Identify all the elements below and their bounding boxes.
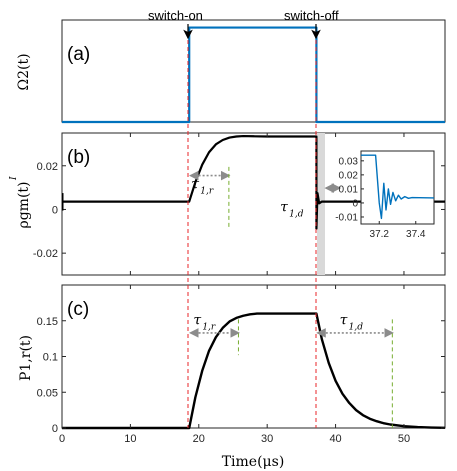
tau-1r-label-b-symbol: τ	[191, 177, 199, 193]
p1r-series-line	[62, 312, 446, 430]
panel-a: (a) switch-on switch-off Ω2(t)	[16, 8, 446, 124]
panel-c-plot-area: 00.050.10.150 10 20 30 40 50τ 1,r τ 1,d	[37, 285, 446, 445]
tau-1d-label-c-symbol: τ	[340, 312, 348, 328]
panel-c-xtick-label: 50	[398, 433, 410, 445]
inset-ytick-label: 0.02	[339, 170, 359, 181]
tau-1r-label-b-subscript: 1,r	[200, 187, 214, 197]
panel-b-ytick-label: 0.02	[37, 161, 58, 173]
panel-c-label: (c)	[67, 299, 89, 320]
panel-b-label: (b)	[67, 147, 90, 168]
tau-1d-label-c-subscript: 1,d	[349, 322, 364, 332]
panel-b-ylabel-text: ρgm(t)	[16, 181, 32, 228]
panel-c: 00.050.10.150 10 20 30 40 50τ 1,r τ 1,d (c) P1,r…	[18, 284, 446, 470]
switch-on-annotation: switch-on	[148, 8, 203, 23]
panel-a-plot-area	[62, 26, 445, 124]
panel-c-ytick-label: 0.1	[43, 352, 58, 364]
panel-c-ylabel-text: P1,r(t)	[18, 335, 34, 381]
inset-plot-area: -0.01 0 0.01 0.02 0.03 37.2 37.4	[335, 154, 435, 240]
switch-off-annotation: switch-off	[284, 8, 339, 23]
panel-a-ylabel: Ω2(t)	[16, 53, 32, 90]
panel-c-xtick-label: 40	[329, 433, 341, 445]
x-axis-title: Time(μs)	[222, 454, 285, 470]
panel-c-ytick-label: 0.05	[37, 387, 58, 399]
panel-b-shade-band	[317, 133, 325, 275]
panel-c-xtick-label: 30	[261, 433, 273, 445]
panel-c-xtick-label: 10	[124, 433, 136, 445]
tau-1d-label-b-symbol: τ	[280, 200, 288, 216]
panel-c-ytick-label: 0	[52, 423, 58, 435]
panel-b-ytick-label: -0.02	[33, 248, 58, 260]
omega2-series-line	[62, 26, 445, 124]
rho-series-line	[62, 134, 445, 230]
panel-b-inset: -0.01 0 0.01 0.02 0.03 37.2 37.4	[335, 150, 435, 240]
tau-1d-label-b-subscript: 1,d	[289, 210, 304, 220]
rho-initial-noise	[62, 193, 64, 211]
inset-xtick-label: 37.2	[370, 229, 390, 240]
inset-series-line	[361, 154, 435, 220]
inset-xtick-label: 37.4	[406, 229, 426, 240]
panel-b-ylabel: ρgm(t)	[16, 181, 32, 228]
panel-b-ylabel-superscript: I	[9, 176, 19, 181]
panel-c-ytick-label: 0.15	[37, 316, 58, 328]
panel-c-ylabel: P1,r(t)	[18, 335, 34, 381]
tau-1r-label-c-symbol: τ	[193, 312, 201, 328]
inset-frame	[360, 150, 435, 225]
inset-ytick-label: -0.01	[335, 212, 358, 223]
panel-b-ytick-label: 0	[52, 204, 58, 216]
panel-c-xtick-label: 0	[59, 433, 65, 445]
tau-1r-label-c-subscript: 1,r	[202, 322, 216, 332]
panel-a-label: (a)	[67, 44, 90, 65]
inset-ytick-label: 0.03	[339, 156, 359, 167]
panel-a-ylabel-text: Ω2(t)	[16, 53, 32, 90]
inset-ytick-label: 0	[352, 198, 358, 209]
panel-c-xtick-label: 20	[193, 433, 205, 445]
inset-ytick-label: 0.01	[339, 184, 359, 195]
panel-c-frame	[61, 284, 446, 429]
panel-a-frame	[61, 19, 446, 123]
